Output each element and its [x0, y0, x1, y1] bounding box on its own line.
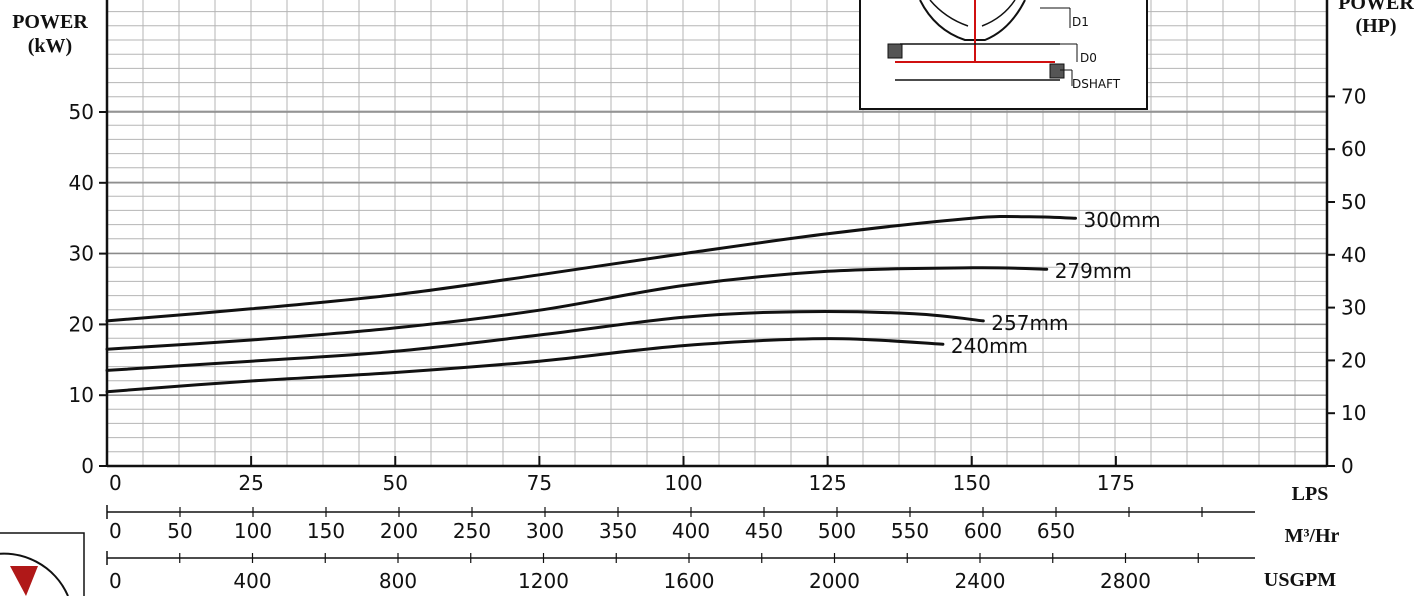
- grid: [106, 0, 1327, 467]
- x-axis-title-lps: LPS: [1292, 483, 1329, 505]
- m3hr-tick-label-12: 600: [964, 519, 1002, 543]
- inset-label-dshaft: DSHAFT: [1072, 77, 1121, 91]
- kw-tick-label-2: 20: [69, 312, 94, 336]
- series-label-257mm: 257mm: [991, 311, 1068, 335]
- m3hr-tick-label-7: 350: [599, 519, 637, 543]
- usgpm-tick-label-2: 800: [379, 569, 417, 593]
- m3hr-tick-label-1: 50: [167, 519, 192, 543]
- hp-tick-label-6: 60: [1341, 137, 1366, 161]
- kw-tick-label-0: 0: [81, 454, 94, 478]
- hp-tick-label-4: 40: [1341, 243, 1366, 267]
- hp-tick-label-0: 0: [1341, 454, 1354, 478]
- inset-label-d0: D0: [1080, 51, 1097, 65]
- series-curve-300mm: [105, 214, 1077, 323]
- axis-titles: POWER (kW) POWER (HP) LPS M³/Hr USGPM: [12, 0, 1414, 591]
- kw-tick-label-3: 30: [69, 242, 94, 266]
- series-curves: [105, 214, 1077, 394]
- lps-tick-label-5: 125: [809, 471, 847, 495]
- x-axis-title-m3hr: M³/Hr: [1285, 525, 1340, 547]
- series-curve-279mm: [105, 266, 1049, 351]
- left-axis-title-line1: POWER: [12, 11, 88, 33]
- hp-tick-label-1: 10: [1341, 401, 1366, 425]
- series-label-279mm: 279mm: [1055, 259, 1132, 283]
- lps-tick-label-7: 175: [1097, 471, 1135, 495]
- company-logo: [0, 532, 85, 596]
- m3hr-tick-label-8: 400: [672, 519, 710, 543]
- usgpm-tick-label-5: 2000: [809, 569, 860, 593]
- impeller-diagram-inset: D1 D0 DSHAFT: [859, 0, 1148, 110]
- m3hr-tick-label-11: 550: [891, 519, 929, 543]
- usgpm-tick-label-4: 1600: [664, 569, 715, 593]
- m3hr-tick-label-9: 450: [745, 519, 783, 543]
- right-axis-title-line1: POWER: [1338, 0, 1414, 14]
- m3hr-tick-label-10: 500: [818, 519, 856, 543]
- inset-label-d1: D1: [1072, 15, 1089, 29]
- usgpm-tick-label-0: 0: [109, 569, 122, 593]
- right-axis-title-line2: (HP): [1355, 15, 1396, 37]
- usgpm-tick-label-1: 400: [233, 569, 271, 593]
- m3hr-tick-label-2: 100: [234, 519, 272, 543]
- lps-tick-label-3: 75: [527, 471, 552, 495]
- lps-tick-label-2: 50: [383, 471, 408, 495]
- left-axis-title-line2: (kW): [28, 35, 72, 57]
- lps-tick-label-4: 100: [664, 471, 702, 495]
- series-curve-240mm: [105, 337, 945, 394]
- lps-tick-label-6: 150: [953, 471, 991, 495]
- lps-tick-label-0: 0: [109, 471, 122, 495]
- m3hr-tick-label-3: 150: [307, 519, 345, 543]
- series-label-300mm: 300mm: [1084, 208, 1161, 232]
- kw-tick-label-4: 40: [69, 171, 94, 195]
- hp-tick-label-7: 70: [1341, 84, 1366, 108]
- m3hr-tick-label-6: 300: [526, 519, 564, 543]
- kw-tick-label-5: 50: [69, 100, 94, 124]
- m3hr-tick-label-0: 0: [109, 519, 122, 543]
- kw-tick-label-1: 10: [69, 383, 94, 407]
- m3hr-tick-label-5: 250: [453, 519, 491, 543]
- x-axis-title-usgpm: USGPM: [1264, 569, 1336, 591]
- axes: [105, 0, 1329, 468]
- hp-tick-label-5: 50: [1341, 190, 1366, 214]
- usgpm-tick-label-6: 2400: [955, 569, 1006, 593]
- series-curve-257mm: [105, 310, 985, 372]
- hp-tick-label-3: 30: [1341, 296, 1366, 320]
- usgpm-tick-label-7: 2800: [1100, 569, 1151, 593]
- m3hr-tick-label-13: 650: [1037, 519, 1075, 543]
- lps-tick-label-1: 25: [238, 471, 263, 495]
- m3hr-tick-label-4: 200: [380, 519, 418, 543]
- hp-tick-label-2: 20: [1341, 348, 1366, 372]
- usgpm-tick-label-3: 1200: [518, 569, 569, 593]
- series-label-240mm: 240mm: [951, 334, 1028, 358]
